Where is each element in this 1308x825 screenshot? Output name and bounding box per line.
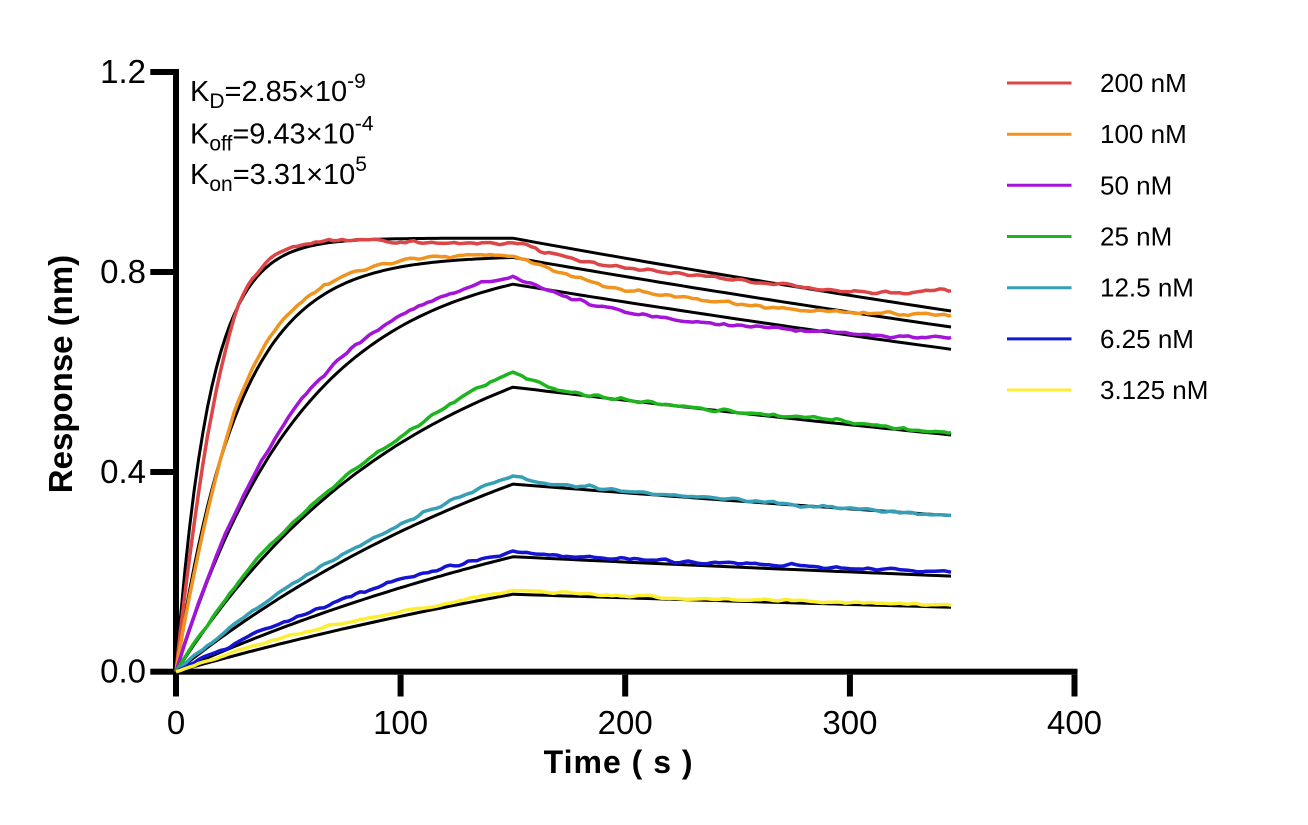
svg-text:Koff=9.43×10-4: Koff=9.43×10-4 xyxy=(190,113,374,156)
svg-text:12.5 nM: 12.5 nM xyxy=(1100,273,1194,303)
svg-text:100: 100 xyxy=(373,704,428,741)
svg-text:Time ( s ): Time ( s ) xyxy=(544,744,694,780)
svg-text:Kon=3.31×105: Kon=3.31×105 xyxy=(190,153,367,196)
svg-text:200 nM: 200 nM xyxy=(1100,68,1187,98)
svg-text:0.0: 0.0 xyxy=(100,653,146,690)
svg-text:100 nM: 100 nM xyxy=(1100,119,1187,149)
svg-text:200: 200 xyxy=(598,704,653,741)
svg-text:1.2: 1.2 xyxy=(100,53,146,90)
svg-text:25 nM: 25 nM xyxy=(1100,222,1172,252)
svg-text:KD=2.85×10-9: KD=2.85×10-9 xyxy=(190,70,366,113)
svg-text:0.4: 0.4 xyxy=(100,453,146,490)
svg-text:0: 0 xyxy=(167,704,185,741)
svg-text:Response (nm): Response (nm) xyxy=(42,255,79,493)
svg-text:6.25 nM: 6.25 nM xyxy=(1100,324,1194,354)
svg-text:50 nM: 50 nM xyxy=(1100,170,1172,200)
svg-text:400: 400 xyxy=(1047,704,1102,741)
svg-text:300: 300 xyxy=(822,704,877,741)
svg-text:0.8: 0.8 xyxy=(100,253,146,290)
svg-text:3.125 nM: 3.125 nM xyxy=(1100,375,1208,405)
